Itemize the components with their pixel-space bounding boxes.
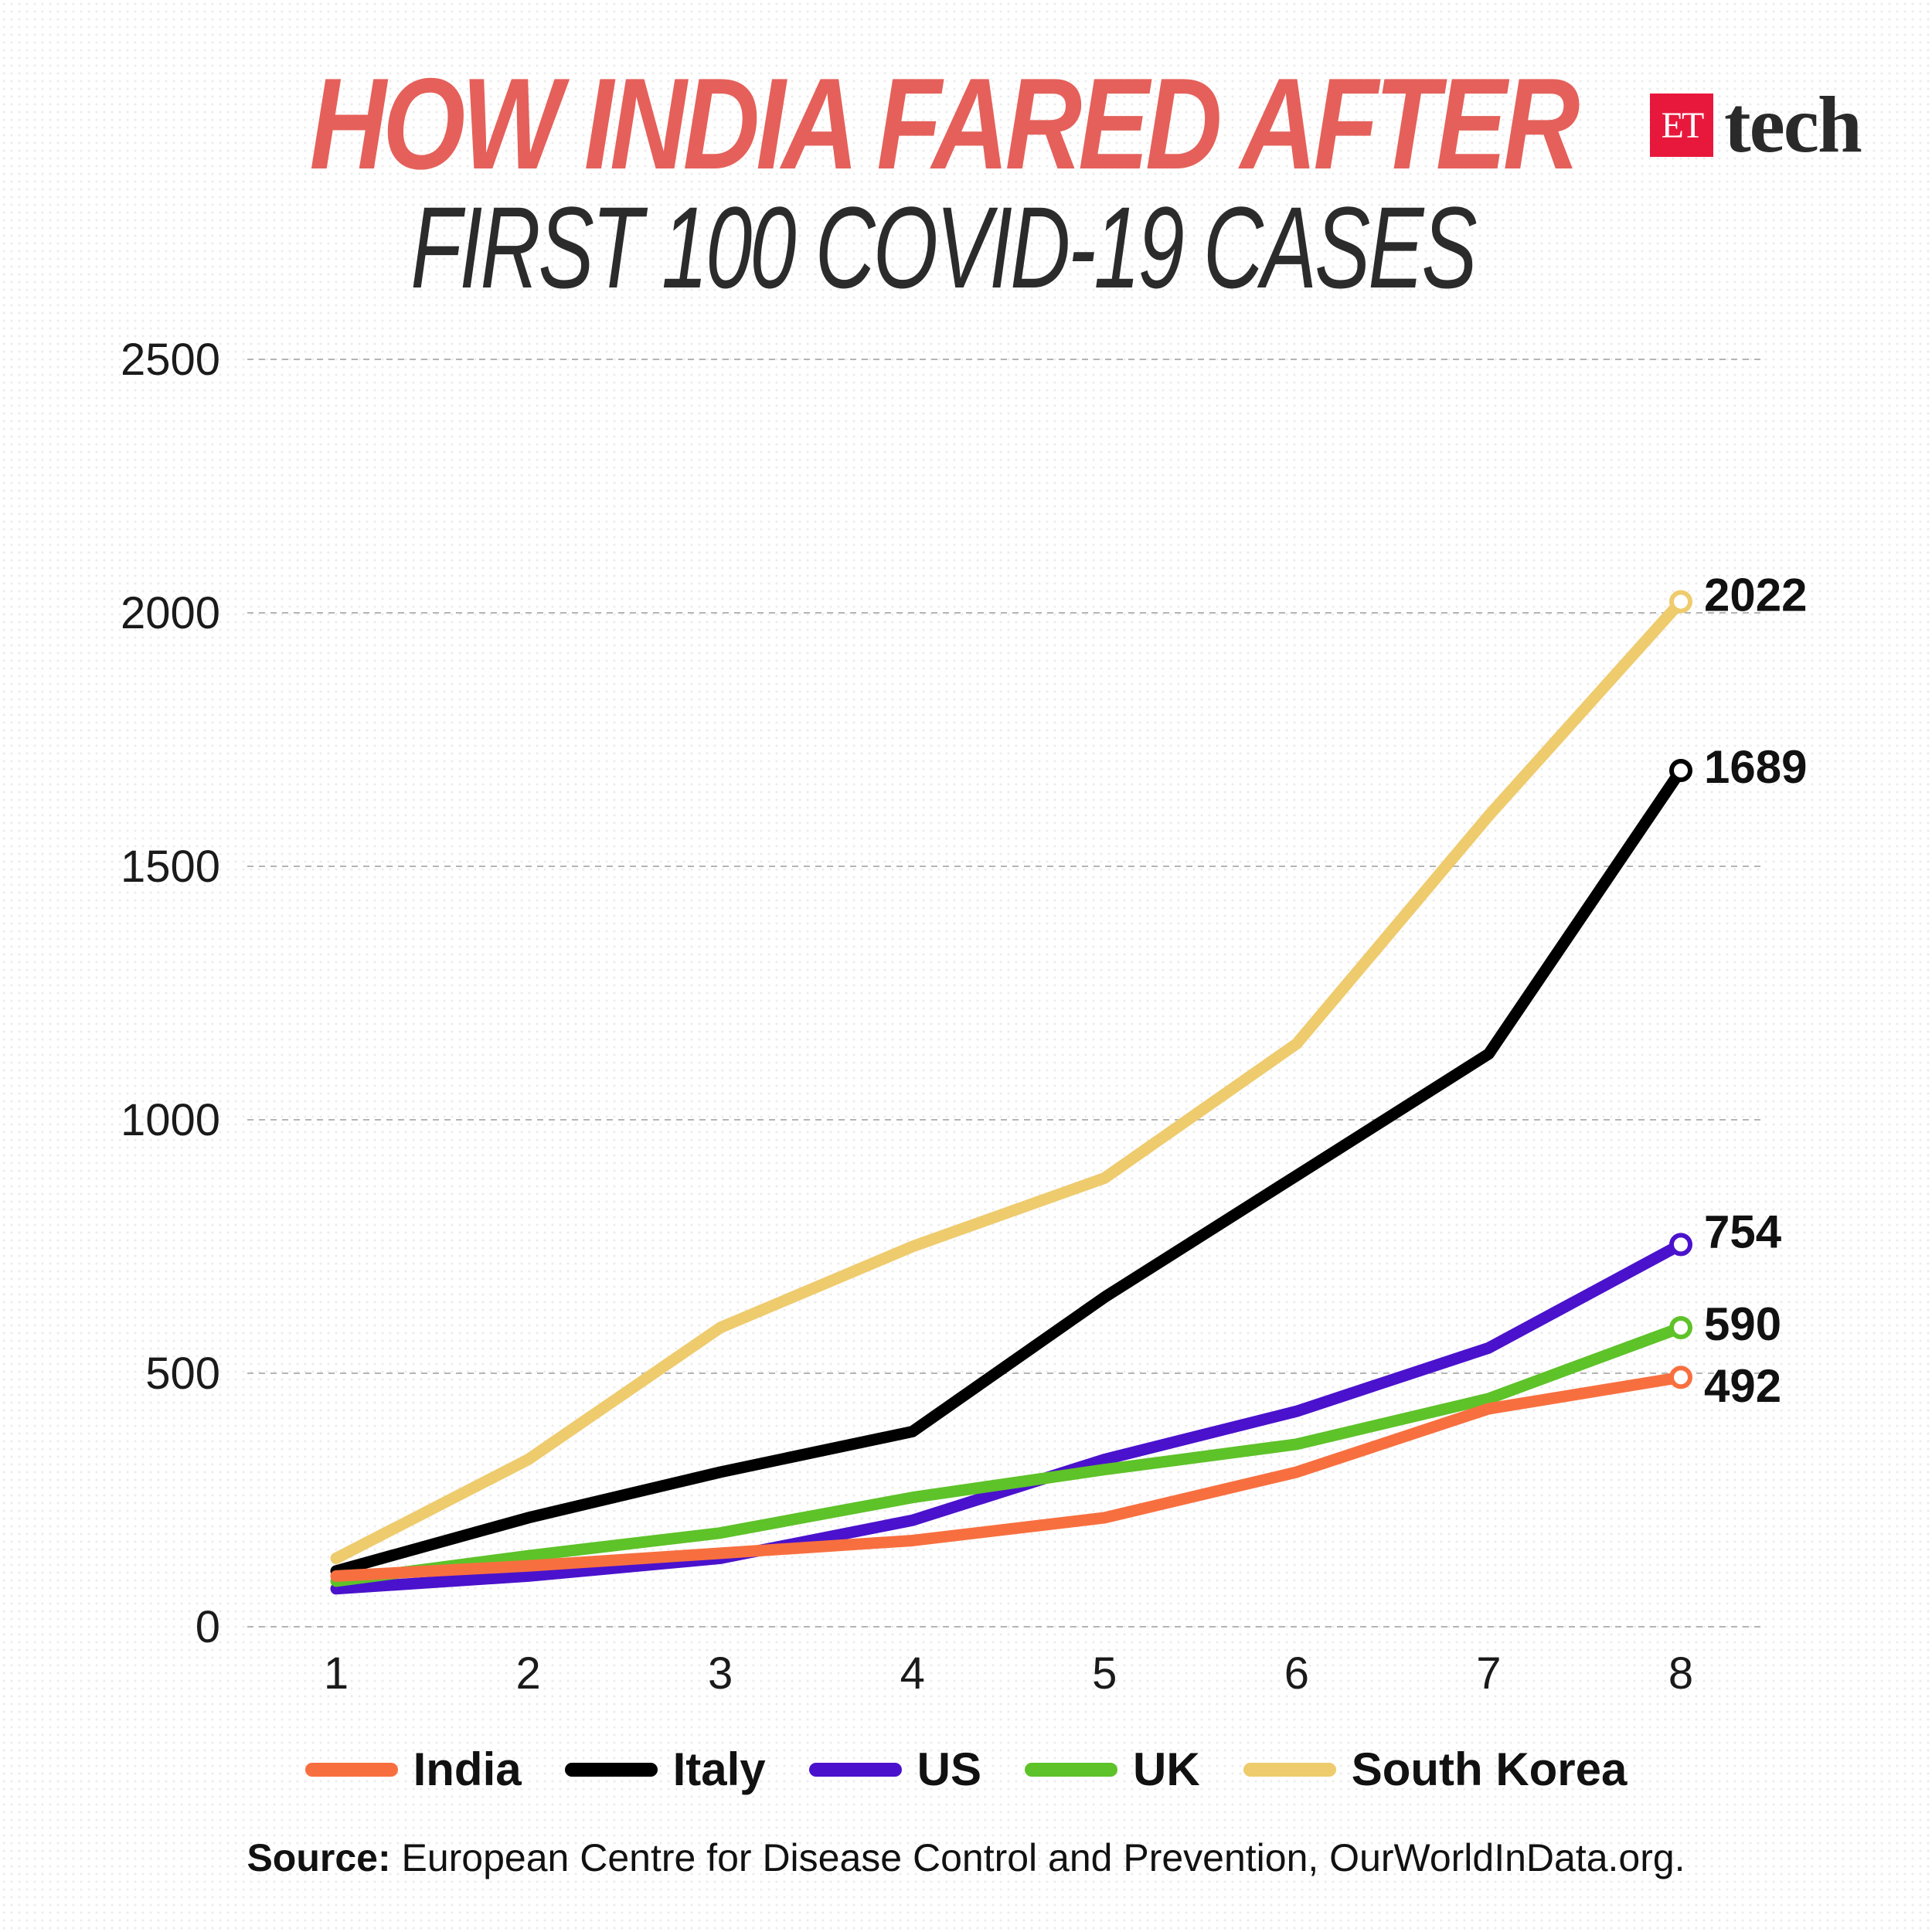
x-axis-ticks: 1 2 3 4 5 6 7 8: [324, 1648, 1693, 1699]
legend-label: UK: [1133, 1743, 1200, 1795]
legend-label: India: [413, 1743, 522, 1795]
legend-label: US: [917, 1743, 982, 1795]
legend-label: Italy: [672, 1743, 766, 1795]
end-marker: [1669, 1315, 1692, 1339]
end-value-label: 1689: [1704, 741, 1807, 793]
end-labels: 492 1689 754 590 2022: [1704, 570, 1807, 1413]
x-tick-label: 4: [900, 1648, 925, 1699]
legend-item: US: [808, 1743, 982, 1796]
y-tick-label: 0: [196, 1602, 220, 1652]
legend-item: India: [304, 1743, 522, 1796]
source-text: European Centre for Disease Control and …: [390, 1836, 1685, 1879]
end-value-label: 590: [1704, 1298, 1781, 1350]
end-marker: [1669, 759, 1692, 783]
series-line-us: [330, 1238, 1687, 1595]
page-subtitle: FIRST 100 COVID-19 CASES: [410, 182, 1477, 312]
end-value-label: 492: [1704, 1360, 1781, 1412]
y-tick-label: 2000: [121, 588, 220, 638]
end-markers: [1669, 590, 1692, 1389]
x-tick-label: 8: [1668, 1648, 1693, 1699]
end-value-label: 2022: [1704, 570, 1807, 621]
legend-swatch: [1243, 1762, 1336, 1777]
y-tick-label: 2500: [121, 335, 220, 385]
legend-label: South Korea: [1351, 1743, 1628, 1795]
end-marker: [1669, 1233, 1692, 1257]
legend-item: Italy: [564, 1743, 766, 1796]
gridlines: [247, 359, 1766, 1628]
legend-swatch: [808, 1762, 902, 1777]
legend-swatch: [564, 1762, 658, 1777]
line-chart: 0 500 1000 1500 2000 2500 1 2 3 4 5 6 7 8 492 1689 754…: [121, 335, 1808, 1699]
legend-item: South Korea: [1243, 1743, 1628, 1796]
page-title: HOW INDIA FARED AFTER: [309, 51, 1580, 196]
y-tick-label: 1000: [121, 1095, 220, 1145]
x-tick-label: 1: [324, 1648, 349, 1699]
legend-swatch: [304, 1762, 398, 1777]
x-tick-label: 2: [515, 1648, 540, 1699]
logo-badge: ET: [1650, 94, 1713, 157]
end-value-label: 754: [1704, 1206, 1782, 1257]
y-axis-ticks: 0 500 1000 1500 2000 2500: [121, 335, 220, 1652]
x-tick-label: 7: [1476, 1648, 1501, 1699]
series-line-uk: [330, 1321, 1687, 1587]
end-marker: [1669, 1366, 1692, 1389]
source-label: Source:: [247, 1836, 391, 1879]
x-tick-label: 3: [708, 1648, 733, 1699]
legend: India Italy US UK South Korea: [0, 1743, 1932, 1796]
x-tick-label: 5: [1092, 1648, 1117, 1699]
y-tick-label: 500: [145, 1349, 220, 1399]
series-line-india: [330, 1371, 1687, 1582]
legend-swatch: [1025, 1762, 1118, 1777]
legend-item: UK: [1025, 1743, 1200, 1796]
end-marker: [1669, 590, 1692, 614]
x-tick-label: 6: [1284, 1648, 1309, 1699]
series-line-italy: [330, 764, 1687, 1577]
et-tech-logo: ET tech: [1650, 80, 1862, 169]
series-lines: [330, 596, 1687, 1595]
logo-wordmark: tech: [1724, 80, 1862, 169]
source-note: Source: European Centre for Disease Cont…: [0, 1835, 1932, 1880]
y-tick-label: 1500: [121, 842, 220, 892]
series-line-south-korea: [330, 596, 1687, 1564]
